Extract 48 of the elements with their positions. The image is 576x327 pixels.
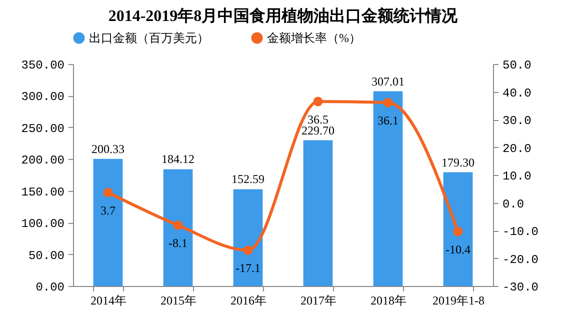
bar — [93, 158, 123, 286]
y2-tick-label: 30.0 — [502, 114, 532, 128]
y2-tick-label: 20.0 — [502, 142, 532, 156]
legend-label: 出口金额（百万美元） — [89, 31, 209, 45]
legend-label: 金额增长率（%） — [267, 31, 361, 45]
point — [313, 96, 323, 106]
x-tick-label: 2016年 — [230, 294, 266, 308]
bar — [163, 169, 193, 286]
bar — [233, 189, 263, 286]
data-label: 152.59 — [232, 172, 264, 186]
bar — [303, 140, 333, 286]
y2-tick-label: 0.0 — [502, 197, 524, 212]
y-tick-label: 50.00 — [28, 248, 64, 263]
x-tick-label: 2014年 — [90, 294, 126, 308]
data-label: 307.01 — [372, 74, 404, 88]
y2-tick-label: -10.0 — [502, 225, 539, 239]
x-tick-label: 2019年1-8 — [432, 294, 484, 308]
y2-tick-label: 40.0 — [502, 86, 532, 100]
y2-tick-label: -20.0 — [502, 252, 539, 267]
y-tick-label: 100.00 — [21, 217, 64, 232]
data-label: -17.1 — [236, 261, 260, 276]
y2-tick-label: 50.0 — [502, 58, 532, 72]
chart-title: 2014-2019年8月中国食用植物油出口金额统计情况 — [108, 7, 459, 25]
x-tick-label: 2017年 — [300, 294, 336, 308]
y-tick-label: 250.00 — [21, 122, 64, 136]
data-label: 184.12 — [162, 152, 194, 166]
y-tick-label: 200.00 — [21, 154, 64, 168]
point — [243, 245, 253, 255]
x-tick-label: 2015年 — [160, 294, 196, 308]
y-tick-label: 350.00 — [21, 58, 64, 72]
y-tick-label: 300.00 — [21, 90, 64, 104]
point — [173, 220, 183, 230]
point — [453, 226, 463, 236]
y-tick-label: 0.00 — [36, 280, 64, 294]
data-label: 3.7 — [100, 203, 116, 218]
point — [383, 98, 393, 108]
data-label: 36.1 — [378, 114, 398, 128]
bar — [443, 172, 473, 286]
y2-tick-label: 10.0 — [502, 170, 532, 184]
data-label: -10.4 — [446, 242, 470, 257]
x-tick-label: 2018年 — [370, 294, 406, 308]
data-label: 179.30 — [442, 155, 474, 170]
y-tick-label: 150.00 — [21, 185, 64, 200]
y2-tick-label: -30.0 — [502, 280, 539, 294]
data-label: -8.1 — [168, 236, 188, 250]
bar — [373, 91, 403, 286]
data-label: 200.33 — [92, 142, 124, 156]
point — [103, 188, 113, 198]
